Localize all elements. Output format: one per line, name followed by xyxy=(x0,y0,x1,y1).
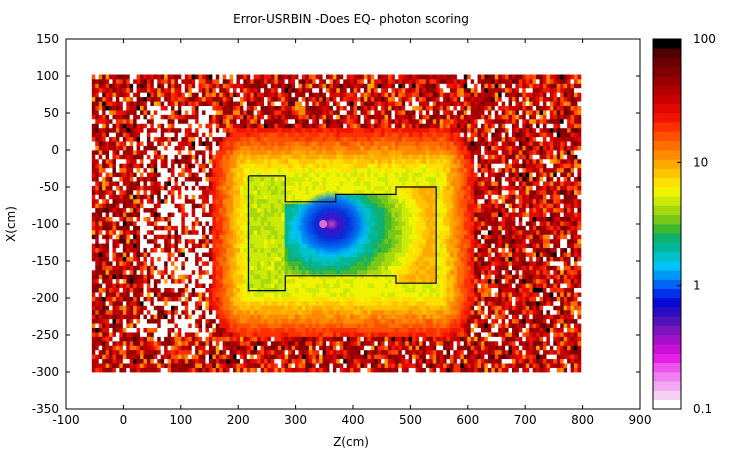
colorbar xyxy=(652,38,682,410)
colorbar-swatch xyxy=(653,103,681,114)
x-tick-label: 700 xyxy=(514,413,537,427)
outline-polygon xyxy=(247,175,437,292)
colorbar-swatch xyxy=(653,48,681,58)
geometry-outline xyxy=(247,175,437,292)
colorbar-swatch xyxy=(653,205,681,216)
colorbar-tick-label: 0.1 xyxy=(693,402,712,416)
colorbar-swatch xyxy=(653,335,681,345)
colorbar-swatch xyxy=(653,85,681,95)
x-tick-label: -100 xyxy=(52,413,79,427)
hotspot-mark xyxy=(319,220,328,228)
colorbar-swatch xyxy=(653,288,681,299)
colorbar-swatch xyxy=(653,57,681,68)
x-tick-label: 300 xyxy=(284,413,307,427)
colorbar-swatch xyxy=(653,325,681,336)
y-tick-label: 50 xyxy=(44,106,59,120)
colorbar-swatch xyxy=(653,261,681,271)
y-tick-label: 150 xyxy=(36,32,59,46)
colorbar-swatch xyxy=(653,122,681,132)
x-tick-label: 900 xyxy=(629,413,652,427)
colorbar-frame xyxy=(652,38,682,410)
colorbar-swatch xyxy=(653,242,681,253)
y-tick-label: -50 xyxy=(39,180,59,194)
y-tick-label: 100 xyxy=(36,69,59,83)
colorbar-swatch xyxy=(653,399,681,410)
y-tick-label: -250 xyxy=(32,328,59,342)
colorbar-swatch xyxy=(653,298,681,308)
peak-region xyxy=(294,190,370,258)
x-axis-ticks: -100 0 100 200 300 400 500 600 700 800 900 xyxy=(52,39,651,427)
x-tick-label: 500 xyxy=(399,413,422,427)
chart-title: Error-USRBIN -Does EQ- photon scoring xyxy=(233,12,469,26)
colorbar-swatch xyxy=(653,177,681,188)
colorbar-swatch xyxy=(653,381,681,391)
y-axis-label: X(cm) xyxy=(4,206,18,242)
colorbar-swatch xyxy=(653,131,681,142)
colorbar-swatch xyxy=(653,159,681,169)
colorbar-swatch xyxy=(653,196,681,206)
colorbar-tick-label: 10 xyxy=(693,155,708,169)
colorbar-swatch xyxy=(653,66,681,77)
x-tick-label: 0 xyxy=(120,413,128,427)
y-tick-label: -200 xyxy=(32,291,59,305)
colorbar-swatch xyxy=(653,270,681,280)
y-tick-label: -100 xyxy=(32,217,59,231)
colorbar-swatch xyxy=(653,390,681,401)
colorbar-swatch xyxy=(653,150,681,160)
colorbar-swatch xyxy=(653,362,681,373)
colorbar-swatch xyxy=(653,39,681,49)
y-tick-label: -150 xyxy=(32,254,59,268)
x-tick-label: 800 xyxy=(571,413,594,427)
colorbar-swatch xyxy=(653,168,681,179)
colorbar-swatch xyxy=(653,251,681,262)
colorbar-swatch xyxy=(653,316,681,327)
colorbar-swatch xyxy=(653,224,681,234)
x-tick-label: 200 xyxy=(227,413,250,427)
colorbar-tick-label: 100 xyxy=(693,32,716,46)
colorbar-swatch xyxy=(653,279,681,290)
colorbar-swatch xyxy=(653,307,681,317)
colorbar-swatch xyxy=(653,214,681,225)
y-tick-label: -300 xyxy=(32,365,59,379)
heatmap-field xyxy=(91,74,582,373)
y-axis-ticks: 150 100 50 0 -50 -100 -150 -200 -250 -300 -350 xyxy=(32,32,640,416)
y-tick-label: -350 xyxy=(32,402,59,416)
colorbar-swatch xyxy=(653,76,681,86)
x-tick-label: 100 xyxy=(169,413,192,427)
colorbar-ticks: 100 10 1 0.1 xyxy=(677,32,716,416)
x-axis-label: Z(cm) xyxy=(333,435,369,449)
colorbar-swatch xyxy=(653,94,681,105)
colorbar-swatch xyxy=(653,233,681,243)
x-tick-label: 400 xyxy=(342,413,365,427)
x-tick-label: 600 xyxy=(456,413,479,427)
colorbar-swatch xyxy=(653,140,681,151)
colorbar-swatch xyxy=(653,353,681,364)
colorbar-tick-label: 1 xyxy=(693,279,701,293)
y-tick-label: 0 xyxy=(51,143,59,157)
colorbar-swatch xyxy=(653,344,681,354)
colorbar-swatch xyxy=(653,372,681,382)
colorbar-swatch xyxy=(653,187,681,197)
colorbar-swatch xyxy=(653,113,681,123)
